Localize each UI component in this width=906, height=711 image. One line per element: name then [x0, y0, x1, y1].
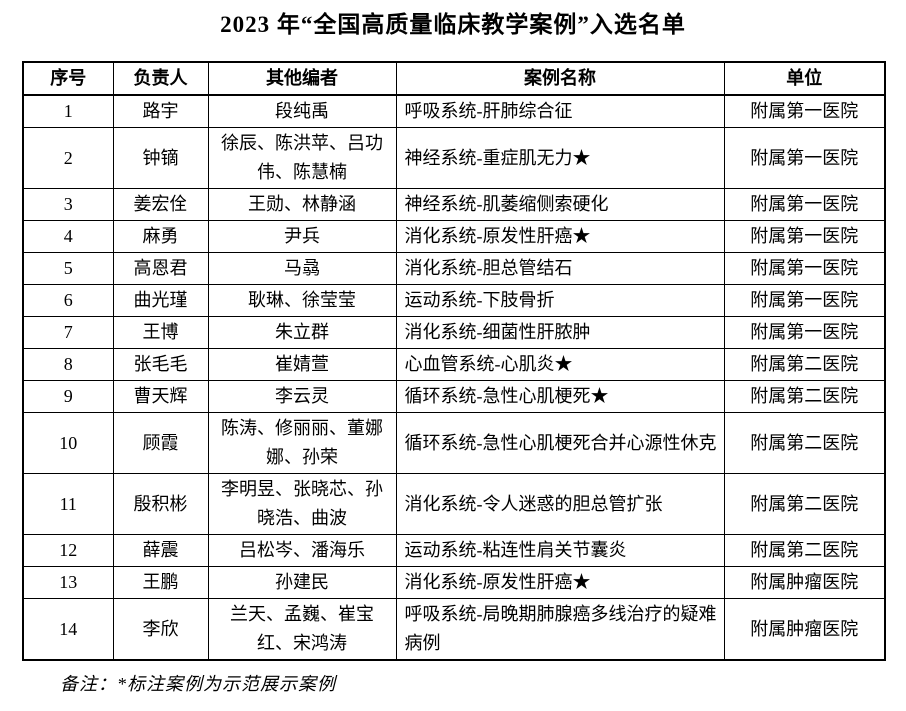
cell-case: 神经系统-重症肌无力★: [395, 127, 725, 189]
table-row: 10 顾霞 陈涛、修丽丽、董娜娜、孙荣 循环系统-急性心肌梗死合并心源性休克 附…: [22, 412, 886, 474]
cell-unit: 附属第一医院: [723, 220, 886, 253]
cell-case: 消化系统-原发性肝癌★: [395, 566, 725, 599]
cell-unit: 附属第一医院: [723, 316, 886, 349]
cell-leader: 钟镝: [112, 127, 209, 189]
cell-leader: 姜宏佺: [112, 188, 209, 221]
cell-unit: 附属第二医院: [723, 534, 886, 567]
table-row: 12 薛震 吕松岑、潘海乐 运动系统-粘连性肩关节囊炎 附属第二医院: [22, 534, 886, 567]
cell-case: 运动系统-下肢骨折: [395, 284, 725, 317]
cell-editors: 崔婧萱: [207, 348, 397, 381]
cell-leader: 薛震: [112, 534, 209, 567]
cell-no: 6: [22, 284, 114, 317]
cell-unit: 附属第二医院: [723, 473, 886, 535]
cell-editors: 李云灵: [207, 380, 397, 413]
cell-case: 心血管系统-心肌炎★: [395, 348, 725, 381]
cell-leader: 殷积彬: [112, 473, 209, 535]
cell-case: 运动系统-粘连性肩关节囊炎: [395, 534, 725, 567]
cell-unit: 附属第二医院: [723, 412, 886, 474]
cell-editors: 马骉: [207, 252, 397, 285]
cell-no: 10: [22, 412, 114, 474]
cell-case: 呼吸系统-肝肺综合征: [395, 94, 725, 128]
cell-unit: 附属第二医院: [723, 380, 886, 413]
cell-editors: 耿琳、徐莹莹: [207, 284, 397, 317]
header-unit: 单位: [723, 61, 886, 96]
cell-leader: 王博: [112, 316, 209, 349]
cell-case: 消化系统-原发性肝癌★: [395, 220, 725, 253]
cell-editors: 徐辰、陈洪苹、吕功伟、陈慧楠: [207, 127, 397, 189]
header-leader: 负责人: [112, 61, 209, 96]
cell-unit: 附属第二医院: [723, 348, 886, 381]
cell-unit: 附属第一医院: [723, 127, 886, 189]
cell-no: 8: [22, 348, 114, 381]
cell-case: 循环系统-急性心肌梗死★: [395, 380, 725, 413]
cell-no: 3: [22, 188, 114, 221]
table-row: 1 路宇 段纯禹 呼吸系统-肝肺综合征 附属第一医院: [22, 94, 886, 128]
cell-leader: 曹天辉: [112, 380, 209, 413]
cell-unit: 附属第一医院: [723, 94, 886, 128]
cell-editors: 朱立群: [207, 316, 397, 349]
cell-leader: 麻勇: [112, 220, 209, 253]
table-header-row: 序号 负责人 其他编者 案例名称 单位: [22, 61, 886, 96]
cell-case: 消化系统-令人迷惑的胆总管扩张: [395, 473, 725, 535]
table-row: 14 李欣 兰天、孟巍、崔宝红、宋鸿涛 呼吸系统-局晚期肺腺癌多线治疗的疑难病例…: [22, 598, 886, 661]
table-row: 11 殷积彬 李明昱、张晓芯、孙晓浩、曲波 消化系统-令人迷惑的胆总管扩张 附属…: [22, 473, 886, 535]
cell-no: 13: [22, 566, 114, 599]
cell-leader: 路宇: [112, 94, 209, 128]
header-editors: 其他编者: [207, 61, 397, 96]
cell-editors: 尹兵: [207, 220, 397, 253]
cell-unit: 附属第一医院: [723, 284, 886, 317]
cell-editors: 李明昱、张晓芯、孙晓浩、曲波: [207, 473, 397, 535]
cell-editors: 吕松岑、潘海乐: [207, 534, 397, 567]
roster-table: 序号 负责人 其他编者 案例名称 单位 1 路宇 段纯禹 呼吸系统-肝肺综合征 …: [22, 61, 886, 661]
cell-leader: 顾霞: [112, 412, 209, 474]
cell-case: 消化系统-胆总管结石: [395, 252, 725, 285]
cell-editors: 王勋、林静涵: [207, 188, 397, 221]
table-row: 8 张毛毛 崔婧萱 心血管系统-心肌炎★ 附属第二医院: [22, 348, 886, 381]
cell-editors: 陈涛、修丽丽、董娜娜、孙荣: [207, 412, 397, 474]
table-row: 4 麻勇 尹兵 消化系统-原发性肝癌★ 附属第一医院: [22, 220, 886, 253]
cell-unit: 附属肿瘤医院: [723, 566, 886, 599]
header-case: 案例名称: [395, 61, 725, 96]
table-row: 7 王博 朱立群 消化系统-细菌性肝脓肿 附属第一医院: [22, 316, 886, 349]
cell-case: 神经系统-肌萎缩侧索硬化: [395, 188, 725, 221]
cell-unit: 附属第一医院: [723, 188, 886, 221]
cell-no: 7: [22, 316, 114, 349]
cell-no: 2: [22, 127, 114, 189]
cell-leader: 王鹏: [112, 566, 209, 599]
cell-unit: 附属第一医院: [723, 252, 886, 285]
page-title: 2023 年“全国高质量临床教学案例”入选名单: [220, 12, 686, 37]
table-row: 9 曹天辉 李云灵 循环系统-急性心肌梗死★ 附属第二医院: [22, 380, 886, 413]
cell-unit: 附属肿瘤医院: [723, 598, 886, 661]
table-row: 3 姜宏佺 王勋、林静涵 神经系统-肌萎缩侧索硬化 附属第一医院: [22, 188, 886, 221]
cell-leader: 曲光瑾: [112, 284, 209, 317]
cell-no: 9: [22, 380, 114, 413]
cell-no: 14: [22, 598, 114, 661]
table-row: 2 钟镝 徐辰、陈洪苹、吕功伟、陈慧楠 神经系统-重症肌无力★ 附属第一医院: [22, 127, 886, 189]
cell-no: 1: [22, 94, 114, 128]
cell-no: 11: [22, 473, 114, 535]
cell-leader: 张毛毛: [112, 348, 209, 381]
cell-leader: 高恩君: [112, 252, 209, 285]
cell-no: 4: [22, 220, 114, 253]
table-row: 6 曲光瑾 耿琳、徐莹莹 运动系统-下肢骨折 附属第一医院: [22, 284, 886, 317]
cell-no: 12: [22, 534, 114, 567]
cell-editors: 孙建民: [207, 566, 397, 599]
cell-editors: 段纯禹: [207, 94, 397, 128]
cell-case: 呼吸系统-局晚期肺腺癌多线治疗的疑难病例: [395, 598, 725, 661]
cell-case: 消化系统-细菌性肝脓肿: [395, 316, 725, 349]
table-row: 13 王鹏 孙建民 消化系统-原发性肝癌★ 附属肿瘤医院: [22, 566, 886, 599]
cell-case: 循环系统-急性心肌梗死合并心源性休克: [395, 412, 725, 474]
cell-editors: 兰天、孟巍、崔宝红、宋鸿涛: [207, 598, 397, 661]
table-row: 5 高恩君 马骉 消化系统-胆总管结石 附属第一医院: [22, 252, 886, 285]
cell-no: 5: [22, 252, 114, 285]
footnote: 备注：*标注案例为示范展示案例: [60, 674, 336, 694]
header-no: 序号: [22, 61, 114, 96]
cell-leader: 李欣: [112, 598, 209, 661]
